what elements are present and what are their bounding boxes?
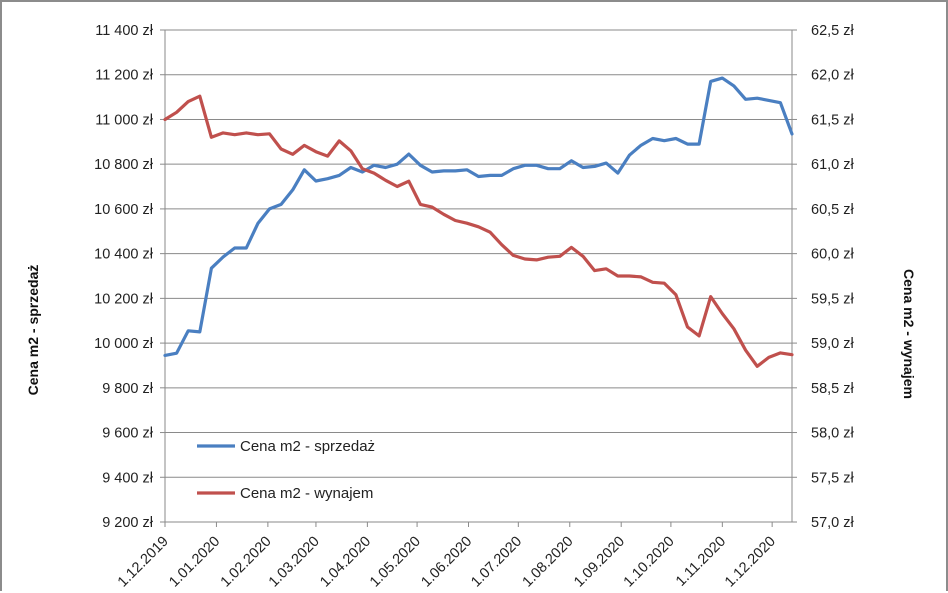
x-tick-label: 1.09.2020: [571, 534, 628, 591]
x-tick-label: 1.02.2020: [218, 534, 275, 591]
x-tick-label: 1.07.2020: [468, 534, 525, 591]
right-tick-label: 62,5 zł: [811, 23, 854, 39]
legend-label-2: Cena m2 - wynajem: [240, 485, 373, 502]
x-tick-label: 1.11.2020: [673, 534, 729, 590]
right-tick-label: 61,5 zł: [811, 112, 854, 128]
x-tick-label: 1.08.2020: [520, 534, 577, 591]
left-tick-label: 9 400 zł: [102, 470, 154, 486]
left-tick-label: 10 600 zł: [94, 202, 154, 218]
right-tick-label: 60,0 zł: [811, 247, 854, 263]
left-tick-label: 11 200 zł: [95, 68, 154, 84]
right-tick-label: 58,5 zł: [811, 381, 854, 397]
x-tick-label: 1.05.2020: [367, 534, 424, 591]
right-axis-ticks: 57,0 zł 57,5 zł 58,0 zł 58,5 zł 59,0 zł 59,5 …: [792, 23, 854, 531]
x-tick-label: 1.12.2019: [115, 534, 172, 591]
left-tick-label: 11 000 zł: [95, 112, 154, 128]
series-line-2: [163, 94, 794, 368]
right-tick-label: 59,5 zł: [811, 291, 854, 307]
x-tick-label: 1.04.2020: [317, 534, 374, 591]
right-tick-label: 57,0 zł: [811, 515, 854, 531]
left-tick-label: 11 400 zł: [95, 23, 154, 39]
right-tick-label: 59,0 zł: [811, 336, 854, 352]
series-line-1: [163, 76, 794, 357]
left-tick-label: 9 800 zł: [102, 381, 154, 397]
plot-area-border: [164, 30, 793, 523]
right-tick-label: 60,5 zł: [811, 202, 854, 218]
x-tick-label: 1.12.2020: [722, 534, 779, 591]
left-tick-label: 9 600 zł: [102, 426, 154, 442]
left-tick-label: 10 800 zł: [94, 157, 154, 173]
left-tick-label: 10 200 zł: [94, 291, 154, 307]
left-tick-label: 10 400 zł: [94, 247, 154, 263]
right-tick-label: 61,0 zł: [811, 157, 854, 173]
x-tick-label: 1.06.2020: [418, 534, 475, 591]
legend: Cena m2 - sprzedaż Cena m2 - wynajem: [197, 438, 375, 502]
series-lines: [163, 76, 794, 368]
left-tick-label: 9 200 zł: [102, 515, 154, 531]
left-axis-ticks: 9 200 zł 9 400 zł 9 600 zł 9 800 zł 10 000 z…: [94, 23, 165, 531]
right-axis-title: Cena m2 - wynajem: [901, 269, 917, 399]
left-tick-label: 10 000 zł: [94, 336, 154, 352]
right-tick-label: 58,0 zł: [811, 426, 854, 442]
x-tick-label: 1.10.2020: [621, 534, 678, 591]
right-tick-label: 62,0 zł: [811, 68, 854, 84]
legend-label-1: Cena m2 - sprzedaż: [240, 438, 375, 455]
x-axis-ticks: 1.12.20191.01.20201.02.20201.03.20201.04…: [115, 522, 779, 590]
x-tick-label: 1.03.2020: [266, 534, 323, 591]
right-tick-label: 57,5 zł: [811, 470, 854, 486]
left-axis-title: Cena m2 - sprzedaż: [25, 265, 41, 396]
x-tick-label: 1.01.2020: [166, 534, 223, 591]
